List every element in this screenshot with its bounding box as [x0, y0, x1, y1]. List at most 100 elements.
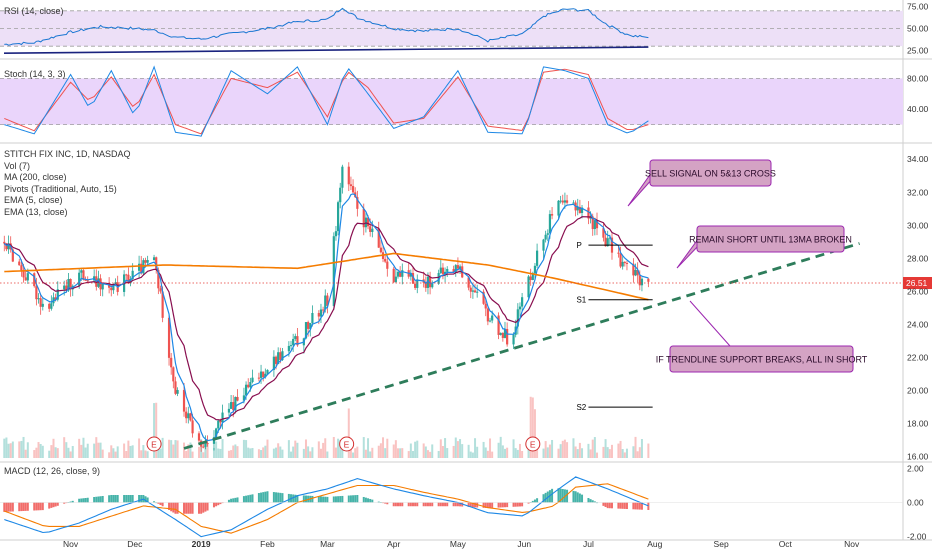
volume-bar [95, 437, 98, 458]
volume-bar [24, 449, 27, 458]
candle-body [279, 352, 282, 360]
macd-histogram-bar [185, 502, 188, 514]
volume-bar [578, 442, 581, 458]
volume-bar [202, 452, 205, 458]
volume-bar [35, 447, 38, 458]
time-tick-label-11: Oct [779, 539, 793, 549]
candle-body [322, 309, 325, 311]
macd-histogram-bar [172, 502, 175, 513]
legend-ma200[interactable]: MA (200, close) [4, 172, 67, 182]
trendline-callout-box [669, 345, 854, 373]
candle-body [326, 295, 329, 306]
candle-body [182, 390, 186, 412]
volume-bar [486, 450, 489, 458]
candle-body [112, 284, 115, 291]
volume-bar [292, 446, 295, 458]
macd-histogram-bar [110, 495, 113, 503]
volume-bar [566, 442, 569, 458]
macd-histogram-bar [561, 489, 564, 503]
time-tick-label-10: Sep [714, 539, 729, 549]
remain-short-callout-pointer [676, 234, 702, 269]
volume-bar [499, 436, 502, 458]
macd-histogram-bar [623, 502, 626, 509]
legend-ema5[interactable]: EMA (5, close) [4, 195, 63, 205]
remain-short-callout-box [696, 225, 845, 253]
candle-body [401, 270, 404, 277]
sell-signal-callout-text: SELL SIGNAL ON 5&13 CROSS [645, 169, 776, 179]
macd-histogram-bar [431, 502, 434, 507]
macd-histogram-bar [352, 495, 355, 503]
price-tick-label-9: 16.00 [907, 452, 929, 462]
macd-histogram-bar [52, 502, 55, 508]
volume-bar [394, 440, 397, 458]
volume-bar [397, 448, 400, 458]
legend-volume[interactable]: Vol (7) [4, 160, 31, 171]
symbol-title[interactable]: STITCH FIX INC, 1D, NASDAQ [4, 149, 131, 159]
candle-body [309, 322, 312, 329]
candle-body [236, 396, 239, 401]
volume-bar [264, 445, 267, 458]
macd-histogram-bar [35, 502, 38, 511]
volume-bar [441, 445, 444, 458]
macd-histogram-bar [527, 502, 530, 504]
volume-bar [69, 451, 72, 458]
candle-body [127, 274, 130, 284]
support-trendline [183, 242, 860, 450]
volume-bar [484, 447, 487, 458]
legend-ema13[interactable]: EMA (13, close) [4, 206, 68, 217]
volume-bar [414, 441, 417, 458]
volume-bar [110, 445, 113, 458]
candle-body [232, 402, 235, 411]
candle-body [97, 278, 100, 287]
macd-histogram-bar [112, 495, 115, 503]
candle-body [414, 283, 417, 288]
volume-bar [576, 449, 579, 458]
legend-pivots[interactable]: Pivots (Traditional, Auto, 15) [4, 183, 117, 194]
earnings-marker-label-2: E [530, 440, 536, 450]
candle-body [394, 276, 397, 283]
candle-body [289, 345, 293, 347]
candle-body [7, 243, 10, 250]
candle-body [399, 271, 402, 277]
volume-bar [469, 451, 472, 458]
volume-bar [176, 440, 179, 458]
pivot-label-s1: S1 [576, 296, 586, 305]
candle-body [441, 267, 445, 275]
candle-body [336, 202, 340, 232]
macd-histogram-bar [245, 495, 248, 503]
volume-bar [296, 442, 299, 458]
volume-bar [497, 442, 500, 458]
macd-histogram-bar [234, 497, 237, 503]
volume-bar [431, 444, 434, 458]
rsi-trendline [3, 46, 649, 55]
candle-body [11, 249, 14, 262]
candle-body [636, 269, 639, 276]
macd-histogram-bar [275, 492, 278, 503]
volume-bar [491, 451, 494, 458]
candle-body [482, 291, 485, 304]
time-tick-label-5: Apr [387, 539, 400, 549]
macd-histogram-bar [202, 502, 205, 513]
volume-bar [290, 451, 293, 458]
macd-histogram-bar [482, 502, 485, 508]
candle-body [264, 373, 267, 378]
candle-body [548, 214, 552, 234]
candle-body [247, 384, 250, 388]
candle-body [84, 279, 87, 281]
time-tick-label-4: Mar [320, 539, 335, 549]
macd-histogram-bar [157, 502, 160, 504]
candle-body [593, 220, 596, 230]
volume-bar [217, 448, 220, 458]
macd-histogram-bar [71, 500, 74, 503]
time-tick-label-2: 2019 [192, 539, 211, 549]
volume-bar [422, 443, 425, 458]
macd-histogram-bar [48, 502, 51, 509]
volume-bar [364, 449, 367, 458]
macd-histogram-bar [63, 502, 66, 504]
volume-bar [50, 445, 53, 458]
macd-histogram-bar [367, 498, 370, 503]
macd-histogram-bar [638, 502, 641, 510]
macd-histogram-bar [617, 502, 620, 509]
